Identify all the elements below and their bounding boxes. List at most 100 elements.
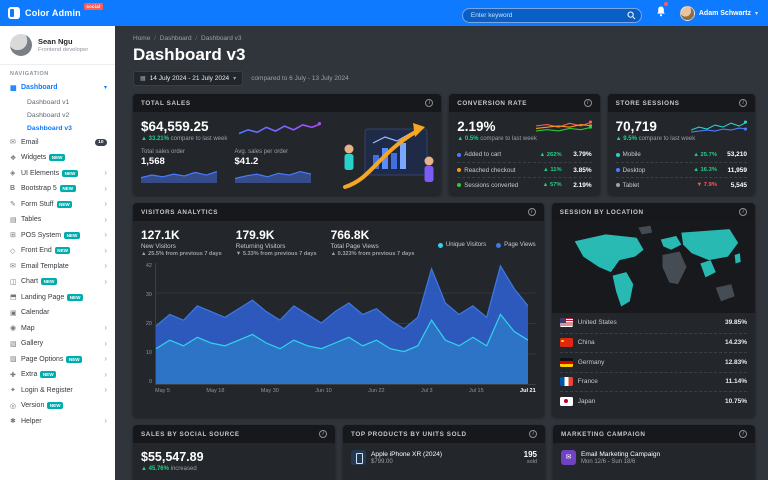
info-icon[interactable]: i <box>529 430 537 438</box>
search-icon[interactable] <box>627 7 636 25</box>
app-logo-icon[interactable] <box>8 7 20 19</box>
sidebar-item-map[interactable]: ◉ Map › <box>10 323 107 333</box>
email-count-badge: 10 <box>94 138 107 146</box>
sidebar-item-front-end[interactable]: ◇ Front End NEW › <box>10 245 107 255</box>
stat-total-orders: Total sales order 1,568 <box>140 149 223 188</box>
gallery-icon: ▧ <box>10 340 17 348</box>
legend-page-views[interactable]: Page Views <box>496 242 536 248</box>
sales-illustration <box>343 123 434 189</box>
stat-new-visitors: 127.1K New Visitors ▲ 25.5% from previou… <box>141 228 222 257</box>
date-range-button[interactable]: ▦ 14 July 2024 - 21 July 2024 ▾ <box>133 71 244 86</box>
list-item: Tablet ▼ 7.9% 5,545 <box>615 177 747 192</box>
brand-title[interactable]: Color Admin social <box>25 3 103 18</box>
france-flag-icon <box>559 377 573 387</box>
sidebar-item-page-options[interactable]: ▨ Page Options NEW › <box>10 354 107 364</box>
email-template-icon: ✉ <box>10 263 16 271</box>
sidebar-item-email[interactable]: ✉ Email 10 <box>0 135 115 151</box>
session-by-location-card: SESSION BY LOCATION i <box>551 203 755 417</box>
sidebar-item-calendar[interactable]: ▣ Calendar <box>10 309 50 317</box>
card-body: $64,559.25 ▲ 33.21% compare to last week <box>133 112 441 195</box>
top-products-card: TOP PRODUCTS BY UNITS SOLD i Apple iPhon… <box>343 425 545 480</box>
legend-unique-visitors[interactable]: Unique Visitors <box>437 242 486 248</box>
email-icon: ✉ <box>10 139 16 147</box>
info-icon[interactable]: i <box>739 208 747 216</box>
breadcrumb-home[interactable]: Home <box>133 35 151 42</box>
new-badge: NEW <box>49 154 66 162</box>
sidebar-item-login-register[interactable]: ✦ Login & Register › <box>10 385 107 395</box>
card-title: CONVERSION RATE <box>457 99 528 107</box>
sidebar-item-bootstrap5[interactable]: B Bootstrap 5 NEW › <box>10 183 107 193</box>
info-icon[interactable]: i <box>583 99 592 107</box>
chevron-right-icon: › <box>104 214 107 224</box>
social-sales-value: $55,547.89 <box>141 450 204 464</box>
y-axis: 42 30 20 10 0 <box>145 263 152 385</box>
chart-legend: Unique Visitors Page Views <box>437 228 536 248</box>
campaign-email-icon: ✉ <box>561 450 576 465</box>
breadcrumb: Home / Dashboard / Dashboard v3 <box>133 35 242 42</box>
sidebar-item-landing-page[interactable]: ⬒ Landing Page NEW <box>0 290 115 306</box>
sidebar-item-dashboard[interactable]: ▦ Dashboard ▾ <box>10 84 107 92</box>
bootstrap-icon: B <box>10 185 16 193</box>
world-map <box>551 221 755 313</box>
sidebar-item-gallery[interactable]: ▧ Gallery › <box>10 338 107 348</box>
dashboard-icon: ▦ <box>10 84 17 92</box>
list-item: ✉ Email Marketing Campaign Mon 12/6 - Su… <box>553 443 755 472</box>
sidebar-item-dashboard-v3[interactable]: Dashboard v3 <box>27 124 72 132</box>
sidebar-item-form-stuff[interactable]: ✎ Form Stuff NEW › <box>10 199 107 209</box>
card-title: SALES BY SOCIAL SOURCE <box>141 430 240 438</box>
info-icon[interactable]: i <box>527 208 536 216</box>
total-sales-value: $64,559.25 <box>141 119 209 134</box>
chevron-right-icon: › <box>104 338 107 348</box>
chevron-right-icon: › <box>104 245 107 255</box>
breadcrumb-dashboard[interactable]: Dashboard <box>159 35 192 42</box>
card-header: MARKETING CAMPAIGN i <box>553 425 755 443</box>
chevron-right-icon: › <box>104 323 107 333</box>
new-badge: NEW <box>54 247 71 255</box>
sidebar-item-dashboard-v2[interactable]: Dashboard v2 <box>27 111 70 119</box>
list-item: Added to cart ▲ 262% 3.79% <box>457 147 592 162</box>
info-icon[interactable]: i <box>739 99 747 107</box>
info-icon[interactable]: i <box>425 99 434 107</box>
sessions-value: 70,719 <box>615 119 657 134</box>
list-item: Japan 10.75% <box>559 391 747 411</box>
tables-icon: ▤ <box>10 216 17 224</box>
user-menu[interactable]: Adam Schwartz ▾ <box>679 5 758 21</box>
version-icon: ◎ <box>10 402 17 410</box>
list-item: Desktop ▲ 16.3% 11,959 <box>615 162 747 177</box>
chevron-right-icon: › <box>104 416 107 426</box>
store-sessions-card: STORE SESSIONS i 70,719 ▲ 9.5% compare t… <box>607 94 755 195</box>
notifications-button[interactable] <box>656 1 669 22</box>
nav-section-label: Navigation <box>10 71 49 77</box>
sidebar-profile[interactable]: Sean Ngu Frontend developer <box>0 26 115 65</box>
info-icon[interactable]: i <box>319 430 327 438</box>
topbar-search <box>461 4 642 25</box>
sidebar-item-dashboard-v1[interactable]: Dashboard v1 <box>27 98 70 106</box>
conversion-breakdown: Added to cart ▲ 262% 3.79% Reached check… <box>457 147 592 192</box>
sidebar-item-version[interactable]: ◎ Version NEW <box>0 398 115 414</box>
info-icon[interactable]: i <box>739 430 747 438</box>
card-body: $55,547.89 ▲ 45.76% increased <box>133 443 335 480</box>
chevron-right-icon: › <box>104 369 107 379</box>
list-item: Apple iPhone XR (2024) $799.00 195 sold <box>343 443 545 472</box>
sidebar-item-ui-elements[interactable]: ◈ UI Elements NEW › <box>10 168 107 178</box>
chevron-right-icon: › <box>104 276 107 286</box>
search-input[interactable] <box>461 7 642 23</box>
sidebar-item-tables[interactable]: ▤ Tables › <box>10 214 107 224</box>
phone-icon <box>351 450 366 465</box>
stat-returning-visitors: 179.9K Returning Visitors ▼ 5.33% from p… <box>235 228 317 257</box>
sidebar: Sean Ngu Frontend developer Navigation ▦… <box>0 26 115 480</box>
stat-total-pageviews: 766.8K Total Page Views ▲ 0.323% from pr… <box>330 228 415 257</box>
sidebar-item-chart[interactable]: ◫ Chart NEW › <box>10 276 107 286</box>
card-header: TOTAL SALES i <box>133 94 442 112</box>
new-badge: NEW <box>67 293 83 301</box>
sidebar-item-pos-system[interactable]: ⊞ POS System NEW › <box>10 230 107 240</box>
sidebar-item-extra[interactable]: ✚ Extra NEW › <box>10 369 107 379</box>
sidebar-item-helper[interactable]: ✱ Helper › <box>10 416 107 426</box>
card-header: TOP PRODUCTS BY UNITS SOLD i <box>343 425 545 443</box>
conversion-sparkline <box>535 120 592 132</box>
total-sales-sparkline <box>239 122 322 135</box>
germany-flag-icon <box>559 357 573 367</box>
sidebar-item-widgets[interactable]: ❖ Widgets NEW <box>0 150 115 166</box>
sidebar-item-email-template[interactable]: ✉ Email Template › <box>10 261 107 271</box>
conversion-value: 2.19% <box>457 119 496 134</box>
